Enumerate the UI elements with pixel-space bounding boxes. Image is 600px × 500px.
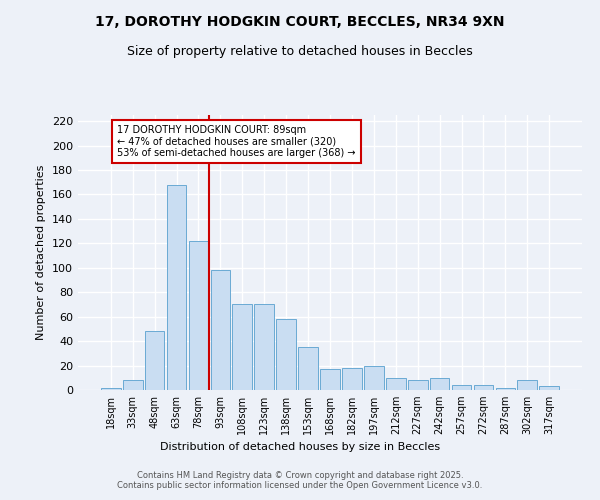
Bar [496, 388, 515, 390]
Text: Size of property relative to detached houses in Beccles: Size of property relative to detached ho… [127, 45, 473, 58]
Text: 17 DOROTHY HODGKIN COURT: 89sqm
← 47% of detached houses are smaller (320)
53% o: 17 DOROTHY HODGKIN COURT: 89sqm ← 47% of… [118, 125, 356, 158]
Bar [254, 304, 274, 390]
Bar [123, 380, 143, 390]
Bar [430, 378, 449, 390]
Bar [408, 380, 428, 390]
Text: Distribution of detached houses by size in Beccles: Distribution of detached houses by size … [160, 442, 440, 452]
Bar [386, 378, 406, 390]
Bar [276, 319, 296, 390]
Text: Contains HM Land Registry data © Crown copyright and database right 2025.
Contai: Contains HM Land Registry data © Crown c… [118, 470, 482, 490]
Bar [298, 347, 318, 390]
Bar [145, 332, 164, 390]
Y-axis label: Number of detached properties: Number of detached properties [37, 165, 46, 340]
Bar [320, 369, 340, 390]
Bar [342, 368, 362, 390]
Bar [167, 184, 187, 390]
Bar [232, 304, 252, 390]
Text: 17, DOROTHY HODGKIN COURT, BECCLES, NR34 9XN: 17, DOROTHY HODGKIN COURT, BECCLES, NR34… [95, 15, 505, 29]
Bar [539, 386, 559, 390]
Bar [364, 366, 384, 390]
Bar [517, 380, 537, 390]
Bar [211, 270, 230, 390]
Bar [473, 385, 493, 390]
Bar [188, 241, 208, 390]
Bar [452, 385, 472, 390]
Bar [101, 388, 121, 390]
